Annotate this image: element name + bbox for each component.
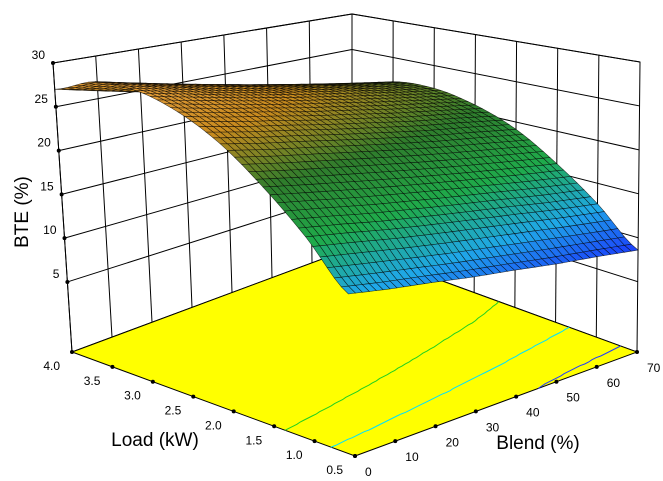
z-tick-label: 10 bbox=[43, 223, 57, 237]
load-tick-mark bbox=[231, 409, 236, 414]
load-tick-label: 0.5 bbox=[326, 463, 343, 477]
z-tick-label: 20 bbox=[37, 136, 51, 150]
wall-gridline-blend bbox=[223, 34, 233, 293]
blend-tick-label: 40 bbox=[526, 406, 540, 420]
z-tick-mark bbox=[53, 104, 58, 109]
z-tick-mark bbox=[59, 192, 64, 197]
wall-gridline-z bbox=[351, 48, 640, 107]
z-tick-label: 5 bbox=[53, 267, 60, 281]
load-tick-mark bbox=[312, 439, 317, 444]
wall-gridline-z bbox=[55, 48, 353, 108]
blend-tick-mark bbox=[353, 454, 357, 458]
wall-gridline-blend bbox=[137, 48, 153, 323]
blend-tick-mark bbox=[433, 424, 438, 429]
load-tick-label: 3.5 bbox=[84, 374, 101, 388]
wall-gridline-load bbox=[595, 55, 600, 338]
z-axis-title: BTE (%) bbox=[12, 176, 33, 248]
blend-axis-title: Blend (%) bbox=[496, 433, 579, 454]
load-axis-title: Load (kW) bbox=[111, 430, 199, 451]
blend-tick-mark bbox=[473, 409, 478, 414]
z-axis-line bbox=[52, 62, 73, 353]
load-tick-label: 1.5 bbox=[245, 433, 262, 447]
z-tick-mark bbox=[65, 279, 70, 284]
blend-tick-label: 10 bbox=[405, 450, 419, 464]
blend-tick-label: 0 bbox=[365, 465, 372, 479]
load-tick-label: 4.0 bbox=[43, 359, 60, 373]
load-tick-mark bbox=[272, 424, 277, 429]
z-tick-label: 30 bbox=[32, 48, 46, 62]
load-tick-label: 1.0 bbox=[286, 448, 303, 462]
wall-gridline-z bbox=[52, 13, 353, 64]
load-tick-mark bbox=[110, 364, 115, 369]
blend-tick-label: 70 bbox=[647, 361, 661, 375]
blend-tick-mark bbox=[554, 379, 559, 384]
blend-tick-mark bbox=[393, 439, 398, 444]
load-tick-label: 2.0 bbox=[205, 418, 222, 432]
blend-tick-label: 60 bbox=[607, 376, 621, 390]
z-tick-mark bbox=[51, 61, 55, 65]
load-tick-mark bbox=[150, 379, 155, 384]
blend-tick-label: 20 bbox=[446, 435, 460, 449]
load-tick-mark bbox=[70, 350, 74, 354]
blend-tick-mark bbox=[635, 350, 639, 354]
blend-tick-label: 30 bbox=[486, 420, 500, 434]
z-tick-mark bbox=[62, 236, 67, 241]
surface-cell bbox=[340, 285, 356, 295]
z-tick-label: 25 bbox=[35, 92, 49, 106]
z-tick-label: 15 bbox=[40, 179, 54, 193]
load-tick-label: 3.0 bbox=[124, 389, 141, 403]
z-tick-mark bbox=[56, 148, 61, 153]
blend-tick-mark bbox=[514, 394, 519, 399]
wall-gridline-z bbox=[351, 13, 641, 63]
blend-tick-label: 50 bbox=[566, 391, 580, 405]
floor-contour bbox=[538, 345, 621, 389]
blend-tick-mark bbox=[594, 364, 599, 369]
floor-contour bbox=[330, 326, 570, 448]
load-tick-label: 2.5 bbox=[165, 404, 182, 418]
wall-gridline-blend bbox=[95, 55, 113, 338]
load-tick-mark bbox=[191, 394, 196, 399]
floor-contour bbox=[284, 301, 500, 431]
